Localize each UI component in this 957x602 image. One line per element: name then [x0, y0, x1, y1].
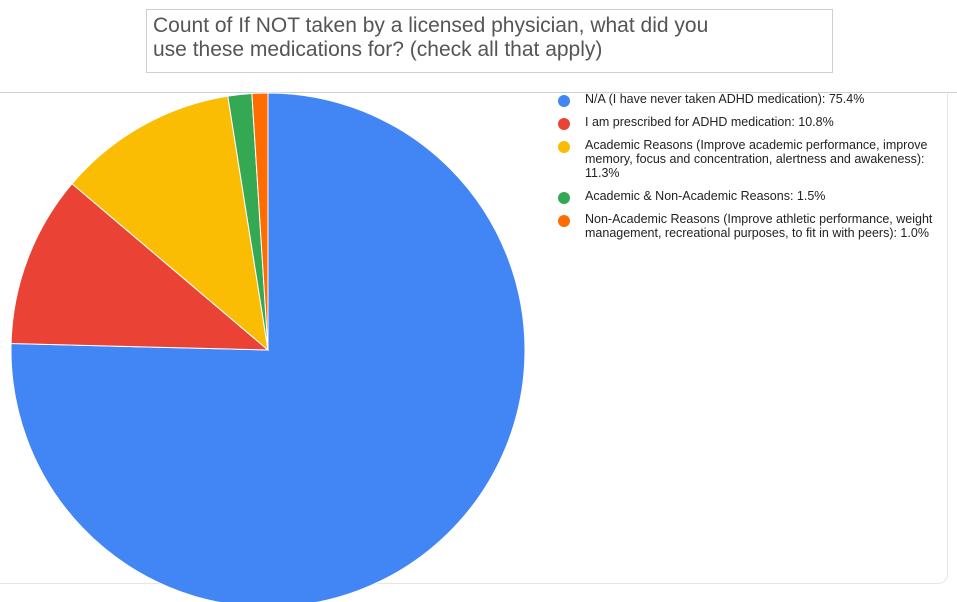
pie-slice-non-academic — [251, 92, 269, 351]
legend-label-non-academic: Non-Academic Reasons (Improve athletic p… — [585, 212, 933, 240]
legend-label-academic-and-non-academic: Academic & Non-Academic Reasons: 1.5% — [585, 189, 826, 203]
legend-item-non-academic: Non-Academic Reasons (Improve athletic p… — [555, 212, 955, 240]
legend-label-prescribed: I am prescribed for ADHD medication: 10.… — [585, 115, 834, 129]
legend-item-academic-and-non-academic: Academic & Non-Academic Reasons: 1.5% — [555, 189, 955, 204]
legend-item-academic: Academic Reasons (Improve academic perfo… — [555, 138, 955, 180]
legend-swatch-academic — [558, 141, 570, 153]
legend-swatch-non-academic — [558, 215, 570, 227]
chart-frame — [0, 92, 948, 584]
legend-item-na: N/A (I have never taken ADHD medication)… — [555, 92, 955, 107]
legend-item-prescribed: I am prescribed for ADHD medication: 10.… — [555, 115, 955, 130]
legend-label-na: N/A (I have never taken ADHD medication)… — [585, 92, 865, 106]
chart-legend: N/A (I have never taken ADHD medication)… — [555, 92, 955, 249]
legend-label-academic: Academic Reasons (Improve academic perfo… — [585, 138, 928, 180]
chart-title-line-1: Count of If NOT taken by a licensed phys… — [153, 14, 709, 37]
legend-swatch-prescribed — [558, 118, 570, 130]
legend-swatch-na — [558, 95, 570, 107]
pie-slice-academic — [71, 95, 269, 352]
chart-title-line-2: use these medications for? (check all th… — [153, 38, 603, 61]
chart-title: Count of If NOT taken by a licensed phys… — [146, 9, 833, 73]
legend-swatch-academic-and-non-academic — [558, 192, 570, 204]
pie-slice-na — [10, 92, 526, 602]
chart-top-divider — [0, 92, 957, 93]
pie-slice-prescribed — [10, 183, 270, 351]
